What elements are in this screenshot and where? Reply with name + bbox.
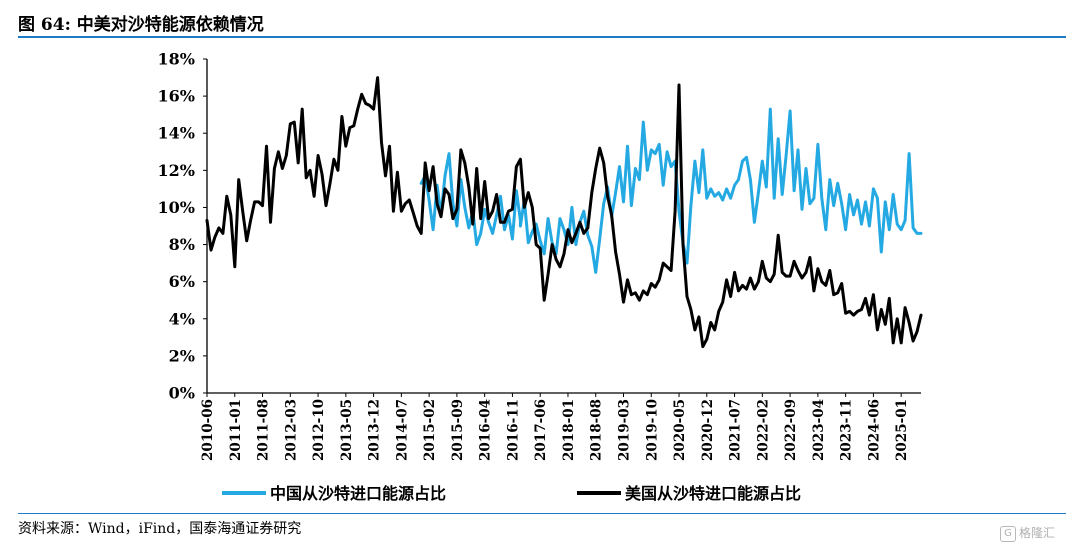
x-tick-label: 2011-01 [228, 399, 244, 461]
y-tick-label: 16% [158, 87, 195, 106]
x-tick-label: 2013-12 [367, 399, 383, 461]
series-layer [205, 76, 923, 349]
line-chart: 0% 2% 4% 6% 8% 10% 12% 14% 16% 18% 2010-06 2011-01 2… [158, 50, 923, 503]
y-tick-label: 2% [169, 346, 195, 365]
y-tick-label: 0% [169, 384, 195, 403]
figure-header: 图 64: 中美对沙特能源依赖情况 [18, 8, 1068, 38]
header-divider [18, 36, 1066, 38]
chart-title: 图 64: 中美对沙特能源依赖情况 [18, 15, 264, 35]
x-tick-label: 2016-11 [505, 399, 521, 461]
source-note: 资料来源：Wind，iFind，国泰海通证券研究 [18, 521, 302, 537]
x-tick-label: 2010-06 [200, 399, 216, 461]
y-tick-label: 14% [158, 124, 195, 143]
x-tick-label: 2025-01 [894, 399, 910, 461]
chart-axes: 0% 2% 4% 6% 8% 10% 12% 14% 16% 18% 2010-06 2011-01 2… [158, 50, 921, 461]
x-tick-label: 2018-08 [589, 399, 605, 461]
x-tick-label: 2013-05 [339, 399, 355, 461]
watermark-logo-icon: G [1000, 525, 1016, 542]
watermark: G 格隆汇 [1000, 524, 1055, 542]
y-tick-label: 12% [158, 161, 195, 180]
x-tick-label: 2018-01 [561, 399, 577, 461]
y-tick-label: 8% [169, 235, 195, 254]
series-line-us [205, 76, 923, 349]
x-tick-label: 2011-08 [256, 399, 272, 461]
footer-divider [18, 513, 1066, 514]
x-tick-label: 2015-02 [422, 399, 438, 461]
x-tick-label: 2024-06 [866, 399, 882, 461]
x-tick-label: 2020-05 [672, 399, 688, 461]
x-tick-label: 2023-04 [811, 399, 827, 461]
chart-legend: 中国从沙特进口能源占比 美国从沙特进口能源占比 [222, 484, 801, 503]
x-tick-label: 2019-03 [617, 399, 633, 461]
x-tick-label: 2015-09 [450, 399, 466, 461]
x-tick-label: 2012-03 [283, 399, 299, 461]
x-tick-label: 2019-10 [644, 399, 660, 461]
x-tick-label: 2014-07 [394, 399, 410, 461]
x-tick-label: 2023-11 [839, 399, 855, 461]
y-tick-label: 4% [169, 309, 195, 328]
x-tick-label: 2022-09 [783, 399, 799, 461]
x-tick-label: 2012-10 [311, 399, 327, 461]
x-tick-label: 2020-12 [700, 399, 716, 461]
x-tick-label: 2017-06 [533, 399, 549, 461]
x-tick-label: 2021-07 [728, 399, 744, 461]
x-tick-label: 2016-04 [478, 399, 494, 461]
y-tick-label: 18% [158, 50, 195, 69]
series-line-china [419, 107, 923, 274]
x-tick-label: 2022-02 [755, 399, 771, 461]
y-tick-label: 6% [169, 272, 195, 291]
y-tick-label: 10% [158, 198, 195, 217]
watermark-text: 格隆汇 [1019, 526, 1056, 540]
legend-label-china: 中国从沙特进口能源占比 [270, 484, 446, 503]
legend-label-us: 美国从沙特进口能源占比 [625, 484, 801, 503]
